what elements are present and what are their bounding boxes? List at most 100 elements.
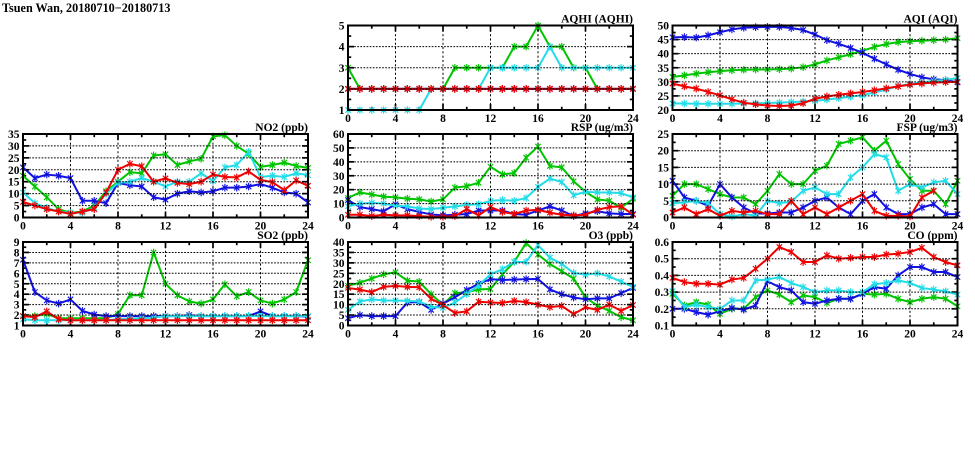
svg-text:20: 20 bbox=[658, 105, 670, 117]
svg-text:25: 25 bbox=[333, 268, 345, 280]
svg-text:0: 0 bbox=[670, 220, 676, 232]
svg-text:10: 10 bbox=[333, 199, 345, 211]
svg-text:0: 0 bbox=[345, 220, 351, 232]
svg-text:60: 60 bbox=[333, 129, 345, 141]
svg-text:0: 0 bbox=[339, 213, 345, 225]
svg-text:25: 25 bbox=[658, 91, 670, 103]
svg-text:20: 20 bbox=[580, 328, 592, 340]
svg-text:8: 8 bbox=[440, 328, 446, 340]
svg-text:0.3: 0.3 bbox=[655, 287, 670, 299]
svg-text:FSP (ug/m3): FSP (ug/m3) bbox=[896, 122, 957, 134]
svg-text:0.6: 0.6 bbox=[655, 237, 670, 249]
svg-text:8: 8 bbox=[765, 328, 771, 340]
svg-text:35: 35 bbox=[8, 129, 20, 141]
svg-text:O3 (ppb): O3 (ppb) bbox=[589, 230, 634, 242]
svg-text:SO2 (ppb): SO2 (ppb) bbox=[257, 230, 308, 242]
svg-text:6: 6 bbox=[14, 268, 20, 280]
svg-text:0: 0 bbox=[14, 213, 20, 225]
svg-text:4: 4 bbox=[393, 328, 399, 340]
svg-text:10: 10 bbox=[8, 189, 20, 201]
svg-text:0.1: 0.1 bbox=[655, 321, 670, 333]
svg-text:0: 0 bbox=[670, 328, 676, 340]
svg-text:4: 4 bbox=[393, 113, 399, 125]
svg-text:35: 35 bbox=[333, 247, 345, 259]
svg-text:3: 3 bbox=[339, 63, 345, 75]
svg-text:8: 8 bbox=[440, 220, 446, 232]
svg-text:30: 30 bbox=[8, 141, 20, 153]
svg-text:40: 40 bbox=[658, 49, 670, 61]
svg-text:50: 50 bbox=[658, 21, 670, 33]
svg-text:1: 1 bbox=[339, 105, 345, 117]
svg-text:24: 24 bbox=[627, 113, 639, 125]
svg-text:9: 9 bbox=[14, 237, 20, 249]
svg-text:AQHI (AQHI): AQHI (AQHI) bbox=[561, 13, 633, 25]
svg-text:20: 20 bbox=[333, 185, 345, 197]
svg-text:20: 20 bbox=[255, 220, 267, 232]
svg-text:7: 7 bbox=[14, 258, 20, 270]
svg-text:4: 4 bbox=[68, 328, 74, 340]
svg-text:4: 4 bbox=[717, 113, 723, 125]
svg-text:0: 0 bbox=[339, 321, 345, 333]
svg-text:CO (ppm): CO (ppm) bbox=[907, 230, 957, 242]
svg-text:4: 4 bbox=[339, 42, 345, 54]
svg-text:16: 16 bbox=[532, 220, 544, 232]
svg-text:24: 24 bbox=[952, 220, 964, 232]
svg-text:0: 0 bbox=[20, 328, 26, 340]
svg-text:20: 20 bbox=[580, 113, 592, 125]
svg-text:50: 50 bbox=[333, 143, 345, 155]
svg-text:0: 0 bbox=[345, 328, 351, 340]
svg-text:20: 20 bbox=[904, 220, 916, 232]
svg-text:20: 20 bbox=[255, 328, 267, 340]
svg-text:8: 8 bbox=[440, 113, 446, 125]
svg-text:24: 24 bbox=[952, 328, 964, 340]
svg-text:24: 24 bbox=[627, 328, 639, 340]
svg-text:12: 12 bbox=[485, 328, 497, 340]
svg-text:40: 40 bbox=[333, 157, 345, 169]
svg-text:16: 16 bbox=[207, 220, 219, 232]
svg-text:16: 16 bbox=[857, 220, 869, 232]
svg-text:35: 35 bbox=[658, 63, 670, 75]
svg-text:16: 16 bbox=[857, 113, 869, 125]
svg-text:16: 16 bbox=[532, 328, 544, 340]
svg-text:5: 5 bbox=[339, 310, 345, 322]
svg-text:4: 4 bbox=[14, 289, 20, 301]
svg-text:20: 20 bbox=[333, 279, 345, 291]
svg-text:1: 1 bbox=[14, 321, 20, 333]
svg-text:20: 20 bbox=[8, 165, 20, 177]
svg-text:5: 5 bbox=[14, 201, 20, 213]
svg-text:24: 24 bbox=[302, 220, 314, 232]
svg-text:15: 15 bbox=[8, 177, 20, 189]
svg-text:0: 0 bbox=[345, 113, 351, 125]
svg-text:5: 5 bbox=[663, 196, 669, 208]
svg-text:20: 20 bbox=[580, 220, 592, 232]
svg-text:0: 0 bbox=[670, 113, 676, 125]
svg-text:40: 40 bbox=[333, 237, 345, 249]
svg-text:0.2: 0.2 bbox=[655, 304, 670, 316]
svg-text:30: 30 bbox=[658, 77, 670, 89]
svg-text:15: 15 bbox=[658, 162, 670, 174]
svg-text:15: 15 bbox=[333, 289, 345, 301]
svg-text:8: 8 bbox=[115, 328, 121, 340]
svg-text:24: 24 bbox=[302, 328, 314, 340]
svg-text:0: 0 bbox=[663, 213, 669, 225]
svg-text:3: 3 bbox=[14, 300, 20, 312]
svg-text:12: 12 bbox=[809, 113, 821, 125]
svg-text:12: 12 bbox=[485, 220, 497, 232]
svg-text:5: 5 bbox=[14, 279, 20, 291]
svg-text:10: 10 bbox=[658, 179, 670, 191]
svg-text:4: 4 bbox=[68, 220, 74, 232]
svg-text:Tsuen Wan, 20180710−20180713: Tsuen Wan, 20180710−20180713 bbox=[2, 1, 170, 15]
svg-text:30: 30 bbox=[333, 171, 345, 183]
svg-text:4: 4 bbox=[717, 328, 723, 340]
svg-text:2: 2 bbox=[14, 310, 20, 322]
svg-text:16: 16 bbox=[532, 113, 544, 125]
svg-text:0.4: 0.4 bbox=[655, 270, 670, 282]
svg-text:0: 0 bbox=[20, 220, 26, 232]
svg-text:NO2 (ppb): NO2 (ppb) bbox=[255, 122, 308, 134]
svg-text:20: 20 bbox=[904, 328, 916, 340]
svg-text:30: 30 bbox=[333, 258, 345, 270]
svg-text:16: 16 bbox=[207, 328, 219, 340]
svg-text:AQI (AQI): AQI (AQI) bbox=[904, 13, 958, 25]
svg-text:0.5: 0.5 bbox=[655, 254, 670, 266]
svg-text:8: 8 bbox=[765, 113, 771, 125]
